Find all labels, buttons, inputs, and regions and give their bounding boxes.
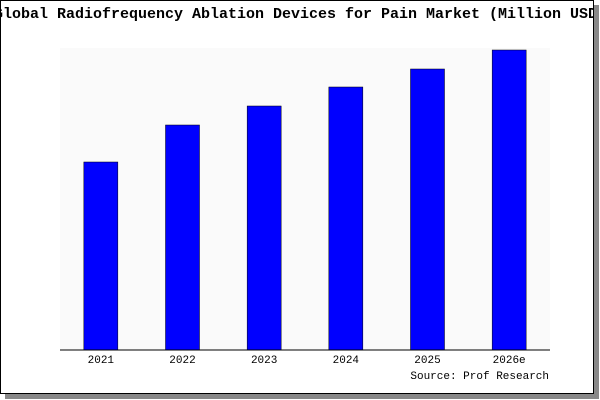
source-note: Source: Prof Research	[410, 371, 549, 383]
plot-area	[60, 48, 550, 350]
x-tick-label: 2022	[169, 355, 195, 367]
bar	[83, 161, 119, 351]
bar	[328, 86, 364, 351]
bar	[246, 105, 282, 351]
chart-title: Global Radiofrequency Ablation Devices f…	[0, 6, 600, 23]
bar	[491, 49, 527, 351]
x-tick-label: 2025	[414, 355, 440, 367]
x-tick-label: 2026e	[493, 355, 526, 367]
bar	[165, 124, 200, 351]
x-tick-label: 2024	[333, 355, 360, 367]
x-tick-label: 2021	[88, 355, 115, 367]
bar	[410, 68, 445, 351]
x-tick-label: 2023	[251, 355, 277, 367]
